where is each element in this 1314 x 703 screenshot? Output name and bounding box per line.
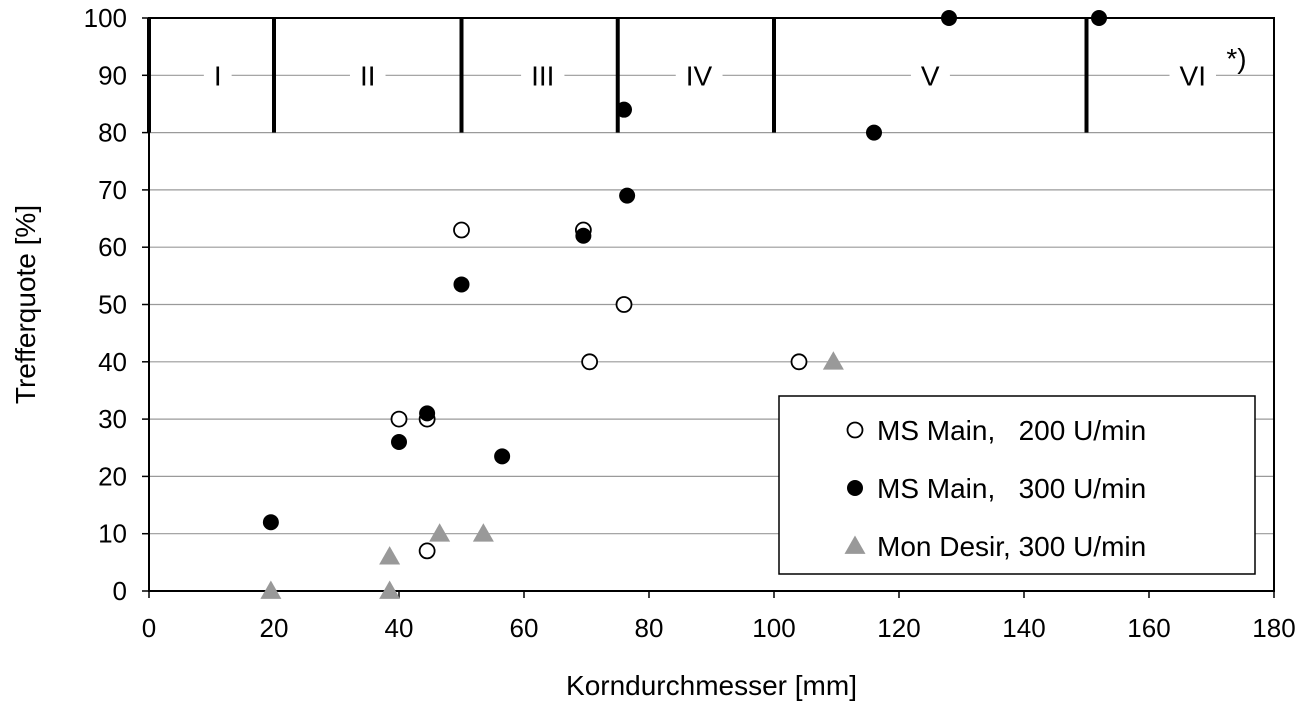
legend-marker [847, 480, 863, 496]
data-point [494, 448, 511, 465]
data-point [790, 353, 808, 371]
x-tick-label: 140 [1002, 613, 1045, 643]
x-tick-label: 100 [752, 613, 795, 643]
size-class-label-background [521, 58, 565, 94]
size-class-label: I [214, 60, 222, 91]
x-tick-label: 40 [385, 613, 414, 643]
data-point [472, 523, 494, 542]
legend-marker [846, 421, 864, 439]
data-point [575, 227, 592, 244]
size-class-label-background [203, 58, 232, 94]
x-tick-label: 180 [1252, 613, 1295, 643]
y-tick-label: 100 [84, 3, 127, 33]
y-tick-label: 90 [98, 60, 127, 90]
legend-entry: MS Main, 200 U/min [877, 415, 1146, 446]
data-point [391, 434, 407, 451]
data-point [379, 580, 401, 599]
size-class-label-background [910, 58, 950, 94]
size-class-label: VI [1180, 60, 1206, 91]
y-tick-label: 60 [98, 232, 127, 262]
y-tick-label: 10 [98, 519, 127, 549]
data-point [453, 221, 470, 239]
y-tick-label: 40 [98, 347, 127, 377]
data-point [453, 276, 470, 293]
legend: MS Main, 200 U/min MS Main, 300 U/min Mon … [778, 395, 1256, 575]
x-axis-label: Korndurchmesser [mm] [566, 670, 857, 701]
size-class-label-background [675, 58, 723, 94]
x-axis-ticks: 0 20 40 60 80 100 120 140 160 180 [142, 591, 1296, 643]
size-class-markers: I II III IV V VI [147, 18, 1216, 133]
y-tick-label: 20 [98, 461, 127, 491]
legend-marker [844, 535, 866, 554]
y-tick-label: 80 [98, 118, 127, 148]
x-tick-label: 120 [877, 613, 920, 643]
data-point [866, 124, 882, 141]
data-point [941, 10, 957, 26]
size-class-label: III [531, 60, 554, 91]
y-tick-label: 50 [98, 290, 127, 320]
x-tick-label: 80 [635, 613, 664, 643]
x-tick-label: 160 [1127, 613, 1170, 643]
data-point [616, 101, 632, 118]
data-point [619, 187, 636, 204]
size-class-label: IV [686, 60, 713, 91]
y-tick-label: 70 [98, 175, 127, 205]
data-point [379, 546, 401, 565]
y-tick-label: 0 [113, 576, 127, 606]
legend-entry: MS Main, 300 U/min [877, 473, 1146, 504]
size-class-label: II [360, 60, 376, 91]
size-class-label-background [1169, 58, 1216, 94]
y-axis-label: Trefferquote [%] [10, 205, 41, 404]
data-point [260, 580, 282, 599]
data-point [390, 410, 408, 428]
x-tick-label: 20 [260, 613, 289, 643]
data-points [260, 10, 1107, 599]
data-point [822, 351, 844, 370]
x-tick-label: 60 [510, 613, 539, 643]
data-point [262, 514, 279, 531]
data-point [418, 542, 436, 560]
x-tick-label: 0 [142, 613, 156, 643]
y-tick-label: 30 [98, 404, 127, 434]
legend-entry: Mon Desir, 300 U/min [877, 531, 1146, 562]
data-point [581, 353, 599, 371]
size-class-label: V [921, 60, 940, 91]
y-axis-ticks: 0 10 20 30 40 50 60 70 80 90 100 [84, 3, 149, 606]
footnote-marker: *) [1226, 43, 1246, 74]
data-point [429, 523, 451, 542]
data-point [615, 296, 633, 313]
size-class-label-background [349, 58, 386, 94]
data-point [419, 405, 436, 422]
data-point [1091, 10, 1107, 26]
